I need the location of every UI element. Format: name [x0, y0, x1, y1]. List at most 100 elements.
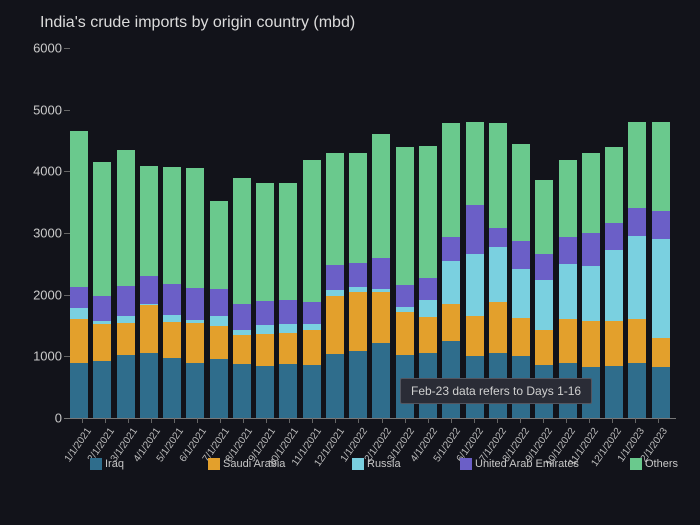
bar-column [140, 166, 158, 418]
bar-segment [140, 353, 158, 418]
bar-segment [372, 343, 390, 418]
bar-segment [117, 323, 135, 355]
x-tick-mark [197, 418, 198, 423]
bar-column [186, 168, 204, 418]
x-tick-mark [589, 418, 590, 423]
bar-segment [628, 236, 646, 319]
y-tick-label: 0 [55, 411, 62, 426]
bar-segment [93, 296, 111, 321]
bar-segment [466, 205, 484, 254]
bar-segment [582, 153, 600, 233]
bar-segment [419, 278, 437, 300]
bar-column [605, 147, 623, 418]
bar-segment [512, 144, 530, 241]
bar-column [628, 122, 646, 418]
bar-segment [210, 326, 228, 360]
legend-swatch [630, 458, 642, 470]
bar-segment [186, 288, 204, 320]
bar-segment [559, 237, 577, 264]
bar-segment [652, 122, 670, 211]
bar-segment [279, 300, 297, 323]
x-tick-mark [312, 418, 313, 423]
bar-segment [466, 122, 484, 205]
bar-segment [559, 264, 577, 320]
x-tick-mark [151, 418, 152, 423]
legend-label: Others [645, 458, 678, 470]
bar-segment [442, 304, 460, 341]
bar-segment [489, 228, 507, 247]
bar-segment [256, 301, 274, 324]
bar-column [70, 131, 88, 418]
bar-column [303, 160, 321, 418]
bar-segment [512, 318, 530, 356]
bar-column [163, 167, 181, 418]
x-tick-mark [658, 418, 659, 423]
bar-segment [652, 239, 670, 338]
legend-item: Iraq [90, 458, 124, 470]
legend-swatch [352, 458, 364, 470]
y-tick-label: 4000 [33, 164, 62, 179]
y-tick-label: 3000 [33, 226, 62, 241]
bar-segment [466, 316, 484, 357]
bar-segment [512, 269, 530, 318]
bar-segment [140, 166, 158, 276]
x-tick-mark [289, 418, 290, 423]
bar-column [117, 150, 135, 418]
x-tick-mark [382, 418, 383, 423]
bar-column [466, 122, 484, 418]
bar-segment [163, 167, 181, 284]
x-tick-mark [497, 418, 498, 423]
x-tick-mark [566, 418, 567, 423]
bar-segment [605, 366, 623, 418]
bar-segment [419, 317, 437, 353]
bar-segment [279, 364, 297, 418]
legend-label: Saudi Arabia [223, 458, 285, 470]
y-tick-label: 2000 [33, 287, 62, 302]
bar-segment [559, 319, 577, 362]
annotation-note: Feb-23 data refers to Days 1-16 [400, 378, 592, 404]
legend-swatch [208, 458, 220, 470]
bar-segment [163, 284, 181, 315]
x-tick-mark [635, 418, 636, 423]
bar-segment [256, 325, 274, 334]
bar-segment [512, 241, 530, 269]
bar-segment [279, 333, 297, 364]
bar-segment [93, 324, 111, 361]
bar-segment [652, 338, 670, 368]
bar-segment [652, 367, 670, 418]
bar-segment [628, 208, 646, 236]
bar-segment [466, 254, 484, 316]
bar-segment [605, 223, 623, 251]
bar-segment [70, 131, 88, 287]
bar-segment [326, 265, 344, 290]
bar-column [93, 162, 111, 418]
bar-segment [140, 276, 158, 304]
annotation-text: Feb-23 data refers to Days 1-16 [411, 384, 581, 398]
bar-segment [442, 123, 460, 237]
bar-segment [163, 322, 181, 357]
bar-segment [70, 319, 88, 362]
bar-segment [535, 254, 553, 280]
chart-title: India's crude imports by origin country … [40, 14, 355, 32]
bar-column [326, 153, 344, 418]
bar-segment [210, 201, 228, 289]
bar-segment [186, 323, 204, 362]
legend-item: Saudi Arabia [208, 458, 285, 470]
bar-segment [70, 363, 88, 419]
bar-segment [535, 330, 553, 365]
legend-label: United Arab Emirates [475, 458, 579, 470]
bar-segment [349, 153, 367, 263]
legend-item: Others [630, 458, 678, 470]
x-tick-mark [474, 418, 475, 423]
legend-item: United Arab Emirates [460, 458, 579, 470]
bar-segment [70, 308, 88, 319]
bar-segment [210, 359, 228, 418]
bar-column [256, 183, 274, 418]
legend-swatch [90, 458, 102, 470]
bar-segment [582, 233, 600, 266]
x-tick-mark [174, 418, 175, 423]
bar-column [279, 183, 297, 418]
bar-segment [279, 183, 297, 300]
bar-segment [163, 315, 181, 322]
bar-segment [163, 358, 181, 418]
